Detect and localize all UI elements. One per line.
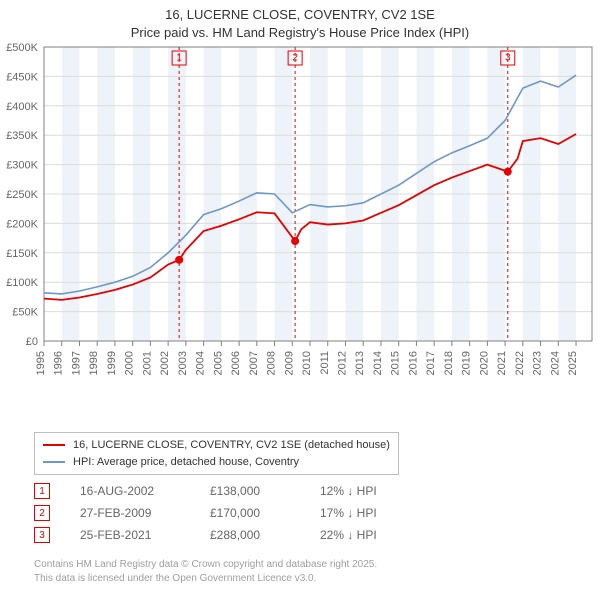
legend-label: HPI: Average price, detached house, Cove… [73, 454, 299, 471]
svg-text:2017: 2017 [425, 351, 437, 375]
svg-text:2023: 2023 [532, 351, 544, 375]
svg-text:2014: 2014 [372, 351, 384, 375]
svg-text:2006: 2006 [230, 351, 242, 375]
svg-text:1998: 1998 [88, 351, 100, 375]
legend: 16, LUCERNE CLOSE, COVENTRY, CV2 1SE (de… [34, 432, 399, 475]
svg-text:2001: 2001 [141, 351, 153, 375]
legend-item: HPI: Average price, detached house, Cove… [43, 454, 390, 471]
title-line-1: 16, LUCERNE CLOSE, COVENTRY, CV2 1SE [165, 7, 435, 22]
svg-text:£50K: £50K [12, 307, 38, 319]
svg-text:2018: 2018 [443, 351, 455, 375]
svg-text:£450K: £450K [6, 71, 38, 83]
table-row: 1 16-AUG-2002£138,00012% ↓ HPI [34, 480, 377, 502]
svg-text:1995: 1995 [35, 351, 47, 375]
svg-text:£400K: £400K [6, 101, 38, 113]
svg-text:2012: 2012 [336, 351, 348, 375]
svg-text:£350K: £350K [6, 130, 38, 142]
svg-text:£0: £0 [26, 336, 38, 348]
legend-item: 16, LUCERNE CLOSE, COVENTRY, CV2 1SE (de… [43, 437, 390, 454]
notice-line-1: Contains HM Land Registry data © Crown c… [34, 559, 377, 570]
notice-line-2: This data is licensed under the Open Gov… [34, 573, 316, 584]
svg-text:£100K: £100K [6, 277, 38, 289]
svg-text:£200K: £200K [6, 218, 38, 230]
svg-text:2004: 2004 [195, 351, 207, 375]
sale-date: 25-FEB-2021 [80, 528, 210, 542]
table-row: 2 27-FEB-2009£170,00017% ↓ HPI [34, 502, 377, 524]
svg-text:2019: 2019 [461, 351, 473, 375]
svg-text:2016: 2016 [407, 351, 419, 375]
svg-text:1996: 1996 [53, 351, 65, 375]
svg-text:2021: 2021 [496, 351, 508, 375]
svg-text:2022: 2022 [514, 351, 526, 375]
svg-text:2008: 2008 [266, 351, 278, 375]
svg-text:2015: 2015 [390, 351, 402, 375]
chart-title: 16, LUCERNE CLOSE, COVENTRY, CV2 1SE Pri… [0, 0, 600, 41]
svg-text:2: 2 [292, 53, 298, 64]
svg-text:2002: 2002 [159, 351, 171, 375]
sale-marker-badge: 2 [34, 505, 50, 521]
svg-text:2009: 2009 [283, 351, 295, 375]
svg-text:2000: 2000 [124, 351, 136, 375]
sale-date: 16-AUG-2002 [80, 484, 210, 498]
svg-text:2024: 2024 [549, 351, 561, 375]
table-row: 3 25-FEB-2021£288,00022% ↓ HPI [34, 524, 377, 546]
data-notice: Contains HM Land Registry data © Crown c… [34, 558, 377, 585]
svg-text:£300K: £300K [6, 160, 38, 172]
sale-price: £288,000 [210, 528, 320, 542]
sale-price: £170,000 [210, 506, 320, 520]
svg-text:£500K: £500K [6, 42, 38, 54]
svg-text:2007: 2007 [248, 351, 260, 375]
sale-marker-badge: 1 [34, 483, 50, 499]
svg-text:2025: 2025 [567, 351, 579, 375]
sale-date: 27-FEB-2009 [80, 506, 210, 520]
svg-text:3: 3 [505, 53, 511, 64]
svg-text:£150K: £150K [6, 248, 38, 260]
sale-delta: 12% ↓ HPI [320, 484, 377, 498]
sale-delta: 17% ↓ HPI [320, 506, 377, 520]
svg-text:2010: 2010 [301, 351, 313, 375]
svg-text:1999: 1999 [106, 351, 118, 375]
svg-text:2005: 2005 [212, 351, 224, 375]
sales-table: 1 16-AUG-2002£138,00012% ↓ HPI 2 27-FEB-200… [34, 480, 377, 546]
svg-text:2020: 2020 [478, 351, 490, 375]
svg-text:1: 1 [176, 53, 182, 64]
svg-text:£250K: £250K [6, 189, 38, 201]
svg-text:2011: 2011 [319, 351, 331, 375]
svg-text:1997: 1997 [70, 351, 82, 375]
price-chart: £0 £50K £100K £150K £200K £250K £300K £350K £400… [0, 41, 600, 411]
svg-text:2003: 2003 [177, 351, 189, 375]
title-line-2: Price paid vs. HM Land Registry's House … [131, 25, 469, 40]
legend-label: 16, LUCERNE CLOSE, COVENTRY, CV2 1SE (de… [73, 437, 390, 454]
sale-price: £138,000 [210, 484, 320, 498]
sale-delta: 22% ↓ HPI [320, 528, 377, 542]
svg-text:2013: 2013 [354, 351, 366, 375]
sale-marker-badge: 3 [34, 527, 50, 543]
legend-swatch [43, 444, 65, 446]
legend-swatch [43, 461, 65, 463]
